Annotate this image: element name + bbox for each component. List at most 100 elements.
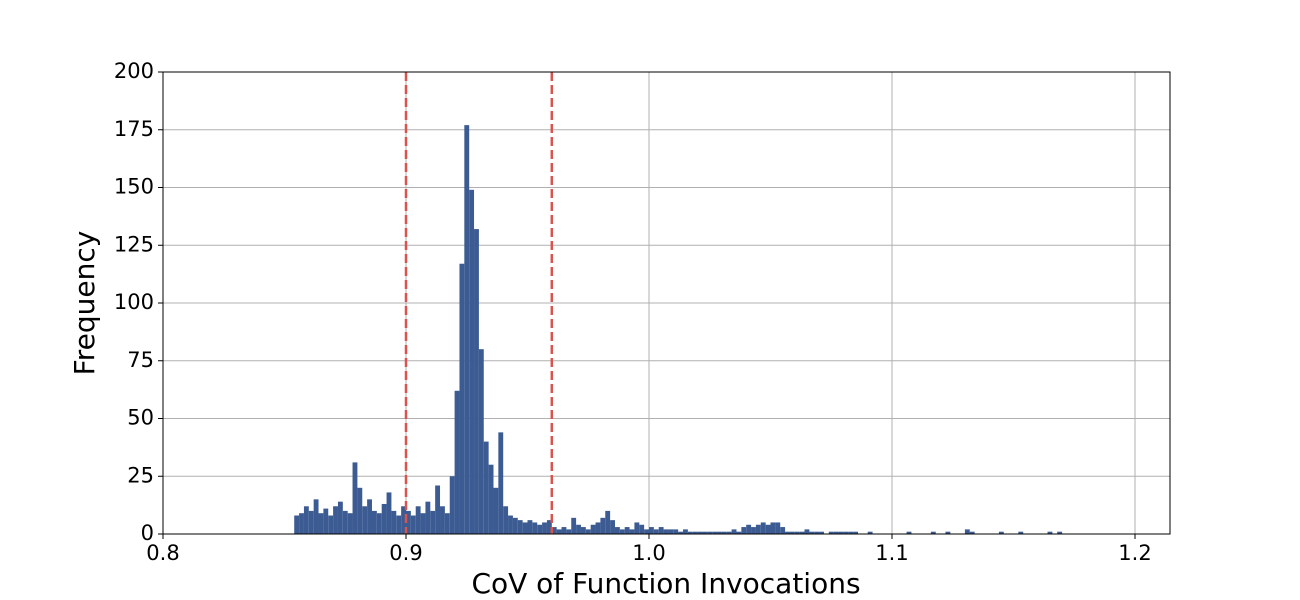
bar [381,503,387,534]
bar [449,476,455,534]
bar [755,524,761,534]
bar [396,515,402,534]
bar [454,390,460,534]
bar [726,531,732,534]
bar [556,529,562,534]
bar [371,510,377,534]
bar [828,531,834,534]
bar [833,531,839,534]
x-tick-label: 1.2 [1118,541,1151,565]
bar [624,527,630,534]
bar [819,531,824,534]
bar [649,527,654,534]
bar [969,531,975,534]
bar [809,531,815,534]
bar [313,499,319,534]
bar [415,506,421,534]
bar [571,517,577,534]
bar [337,501,343,534]
y-tick-label: 200 [114,59,154,83]
bar [561,527,567,534]
x-tick-label: 0.9 [389,541,422,565]
bar [420,513,426,534]
bar [566,529,572,534]
bar [342,510,348,534]
bar [610,520,615,534]
bar [435,485,441,534]
bar [707,531,713,534]
bar [517,520,523,534]
y-tick-label: 175 [114,117,154,141]
bar [600,517,606,534]
bar [323,508,329,534]
bar [527,520,533,534]
bar [644,529,650,534]
bar [425,501,431,534]
bar [537,524,543,534]
bar [551,527,557,534]
bar [605,510,611,534]
bar [770,522,776,534]
bar [347,513,353,534]
y-tick-label: 0 [141,521,154,545]
plot-frame [162,71,1171,535]
bar [576,524,581,534]
bar [430,510,436,534]
bar [328,515,334,534]
bar [488,464,494,534]
bar [503,506,509,534]
bar [629,529,635,534]
x-tick-label: 1.0 [632,541,665,565]
bar [945,531,951,534]
bar [1057,531,1063,534]
bar [794,531,800,534]
bar [668,529,674,534]
bar [376,513,382,534]
bar [386,492,392,534]
bar [410,515,416,534]
bar [746,524,752,534]
x-tick-label: 1.1 [875,541,908,565]
bar [658,527,664,534]
bar [717,531,722,534]
bar [391,510,397,534]
y-axis-label: Frequency [68,231,101,376]
bar [741,527,747,534]
bar [440,506,445,534]
bar [401,506,407,534]
bar [318,513,324,534]
bar [352,462,358,534]
bar [614,527,620,534]
bar [721,531,727,534]
bar [595,522,601,534]
bar [780,527,786,534]
bar [493,487,499,534]
bar [459,263,465,534]
bar [639,524,645,534]
bar [474,229,479,534]
y-tick-label: 150 [114,175,154,199]
x-tick-label: 0.8 [146,541,179,565]
y-tick-label: 50 [127,406,154,430]
bar [367,499,372,534]
bar [294,515,300,534]
bar [799,531,805,534]
bar [1018,531,1024,534]
bar [692,531,698,534]
bar [469,189,475,534]
bar [906,531,912,534]
bar [585,529,591,534]
y-tick-label: 25 [127,463,154,487]
bar [702,531,708,534]
bar [760,522,766,534]
bar [546,520,552,534]
bar [303,506,309,534]
bar [663,529,669,534]
bar [765,524,771,534]
bar [785,531,790,534]
bar [333,506,338,534]
bar [653,529,659,534]
bar [848,531,854,534]
bar [444,513,450,534]
